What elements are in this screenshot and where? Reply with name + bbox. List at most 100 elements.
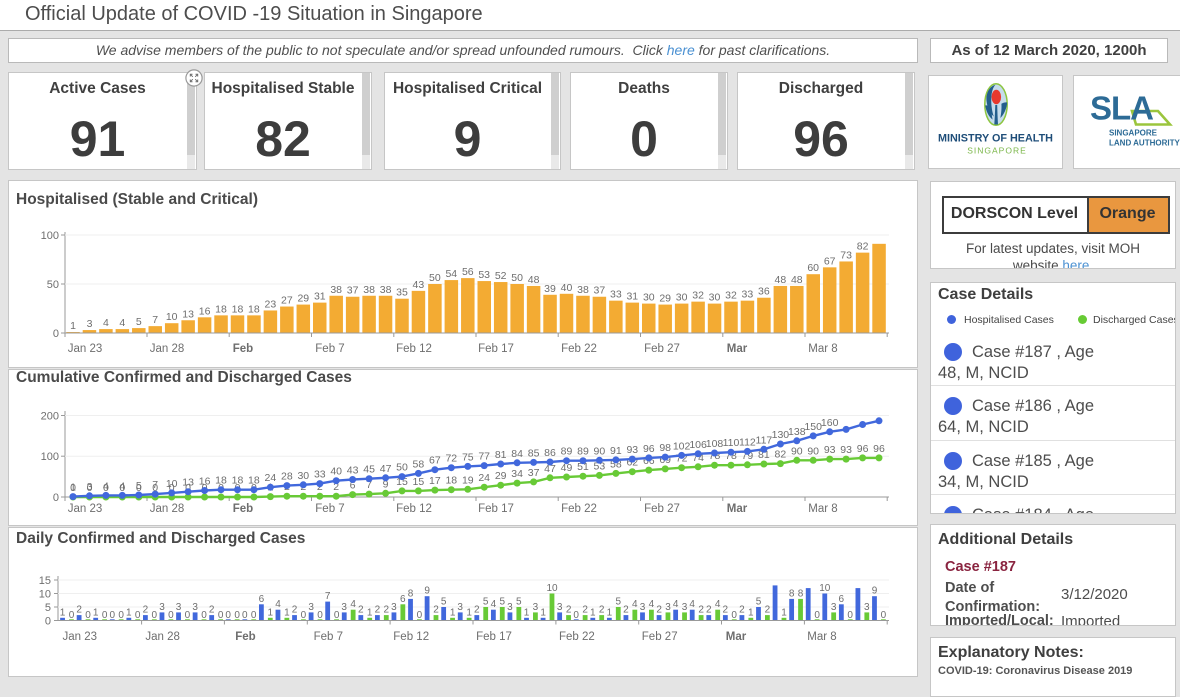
svg-text:3: 3 [87, 318, 93, 330]
svg-text:Feb 12: Feb 12 [396, 343, 432, 355]
svg-text:3: 3 [341, 602, 347, 613]
svg-text:Feb 7: Feb 7 [314, 631, 343, 643]
svg-text:0: 0 [45, 616, 51, 628]
svg-text:58: 58 [413, 458, 425, 470]
svg-text:5: 5 [756, 597, 762, 608]
svg-text:39: 39 [544, 283, 556, 295]
svg-text:98: 98 [659, 442, 671, 454]
svg-text:Feb 27: Feb 27 [644, 503, 680, 515]
svg-text:6: 6 [839, 594, 845, 605]
svg-text:102: 102 [673, 440, 691, 452]
svg-text:32: 32 [725, 290, 737, 302]
svg-text:3: 3 [87, 481, 93, 493]
svg-text:29: 29 [297, 293, 309, 305]
svg-text:89: 89 [577, 446, 589, 458]
svg-text:18: 18 [232, 475, 244, 487]
svg-text:38: 38 [577, 284, 589, 296]
svg-text:84: 84 [511, 448, 523, 460]
svg-text:3: 3 [533, 602, 539, 613]
svg-text:32: 32 [692, 290, 704, 302]
svg-text:3: 3 [864, 602, 870, 613]
svg-text:0: 0 [201, 610, 207, 621]
svg-text:1: 1 [590, 607, 596, 618]
svg-text:Feb: Feb [235, 631, 255, 643]
svg-text:3: 3 [507, 602, 513, 613]
svg-text:Mar: Mar [727, 503, 748, 515]
svg-text:9: 9 [383, 478, 389, 490]
svg-text:Mar: Mar [727, 343, 748, 355]
svg-text:40: 40 [330, 466, 342, 478]
svg-text:4: 4 [119, 317, 125, 329]
svg-text:18: 18 [232, 303, 244, 315]
svg-text:67: 67 [824, 255, 836, 267]
svg-text:4: 4 [673, 599, 679, 610]
svg-text:1: 1 [126, 607, 132, 618]
svg-text:2: 2 [723, 605, 729, 616]
svg-text:2: 2 [474, 605, 480, 616]
svg-text:58: 58 [610, 458, 622, 470]
svg-text:50: 50 [429, 272, 441, 284]
svg-text:Hospitalised (Stable and Criti: Hospitalised (Stable and Critical) [16, 191, 258, 208]
svg-text:96: 96 [873, 443, 885, 455]
svg-text:10: 10 [546, 583, 558, 594]
svg-text:67: 67 [429, 455, 441, 467]
svg-text:150: 150 [804, 421, 822, 433]
svg-text:85: 85 [528, 447, 540, 459]
svg-text:Mar 8: Mar 8 [808, 343, 837, 355]
svg-text:16: 16 [199, 305, 211, 317]
svg-text:10: 10 [39, 589, 51, 601]
svg-text:38: 38 [363, 284, 375, 296]
svg-text:50: 50 [396, 462, 408, 474]
svg-text:0: 0 [136, 482, 142, 494]
svg-text:2: 2 [566, 605, 572, 616]
svg-text:48: 48 [791, 274, 803, 286]
svg-text:2: 2 [433, 605, 439, 616]
svg-text:Cumulative Confirmed and Disch: Cumulative Confirmed and Discharged Case… [16, 369, 352, 386]
svg-text:31: 31 [626, 291, 638, 303]
svg-text:0: 0 [234, 610, 240, 621]
svg-text:8: 8 [408, 588, 414, 599]
svg-text:10: 10 [166, 478, 178, 490]
svg-text:0: 0 [881, 610, 887, 621]
svg-text:30: 30 [643, 292, 655, 304]
svg-text:73: 73 [840, 250, 852, 262]
svg-text:35: 35 [396, 287, 408, 299]
svg-text:52: 52 [495, 270, 507, 282]
svg-text:10: 10 [166, 311, 178, 323]
svg-text:SINGAPORE: SINGAPORE [967, 146, 1027, 156]
svg-text:2: 2 [209, 605, 215, 616]
svg-text:89: 89 [561, 446, 573, 458]
svg-text:4: 4 [632, 599, 638, 610]
svg-text:Feb 22: Feb 22 [561, 503, 597, 515]
svg-text:2: 2 [765, 605, 771, 616]
svg-text:0: 0 [53, 492, 59, 504]
svg-text:Feb 17: Feb 17 [478, 503, 514, 515]
svg-text:SLA: SLA [1090, 90, 1153, 127]
svg-text:Mar 8: Mar 8 [807, 631, 836, 643]
svg-text:3: 3 [308, 602, 314, 613]
svg-text:Jan 28: Jan 28 [150, 503, 185, 515]
svg-text:6: 6 [400, 594, 406, 605]
svg-text:43: 43 [413, 279, 425, 291]
svg-text:7: 7 [152, 479, 158, 491]
svg-text:4: 4 [275, 599, 281, 610]
svg-text:82: 82 [857, 241, 869, 253]
svg-text:1: 1 [284, 607, 290, 618]
svg-text:2: 2 [739, 605, 745, 616]
svg-text:90: 90 [791, 445, 803, 457]
svg-text:0: 0 [417, 610, 423, 621]
svg-text:0: 0 [185, 610, 191, 621]
svg-text:SINGAPORE: SINGAPORE [1109, 129, 1158, 138]
svg-text:3: 3 [682, 602, 688, 613]
svg-text:1: 1 [60, 607, 66, 618]
svg-text:18: 18 [445, 475, 457, 487]
svg-text:Feb: Feb [233, 343, 253, 355]
svg-text:1: 1 [93, 607, 99, 618]
svg-text:2: 2 [656, 605, 662, 616]
svg-text:15: 15 [396, 476, 408, 488]
svg-text:Jan 28: Jan 28 [145, 631, 180, 643]
svg-text:10: 10 [819, 583, 831, 594]
svg-text:18: 18 [215, 303, 227, 315]
svg-text:62: 62 [626, 457, 638, 469]
svg-text:3: 3 [391, 602, 397, 613]
